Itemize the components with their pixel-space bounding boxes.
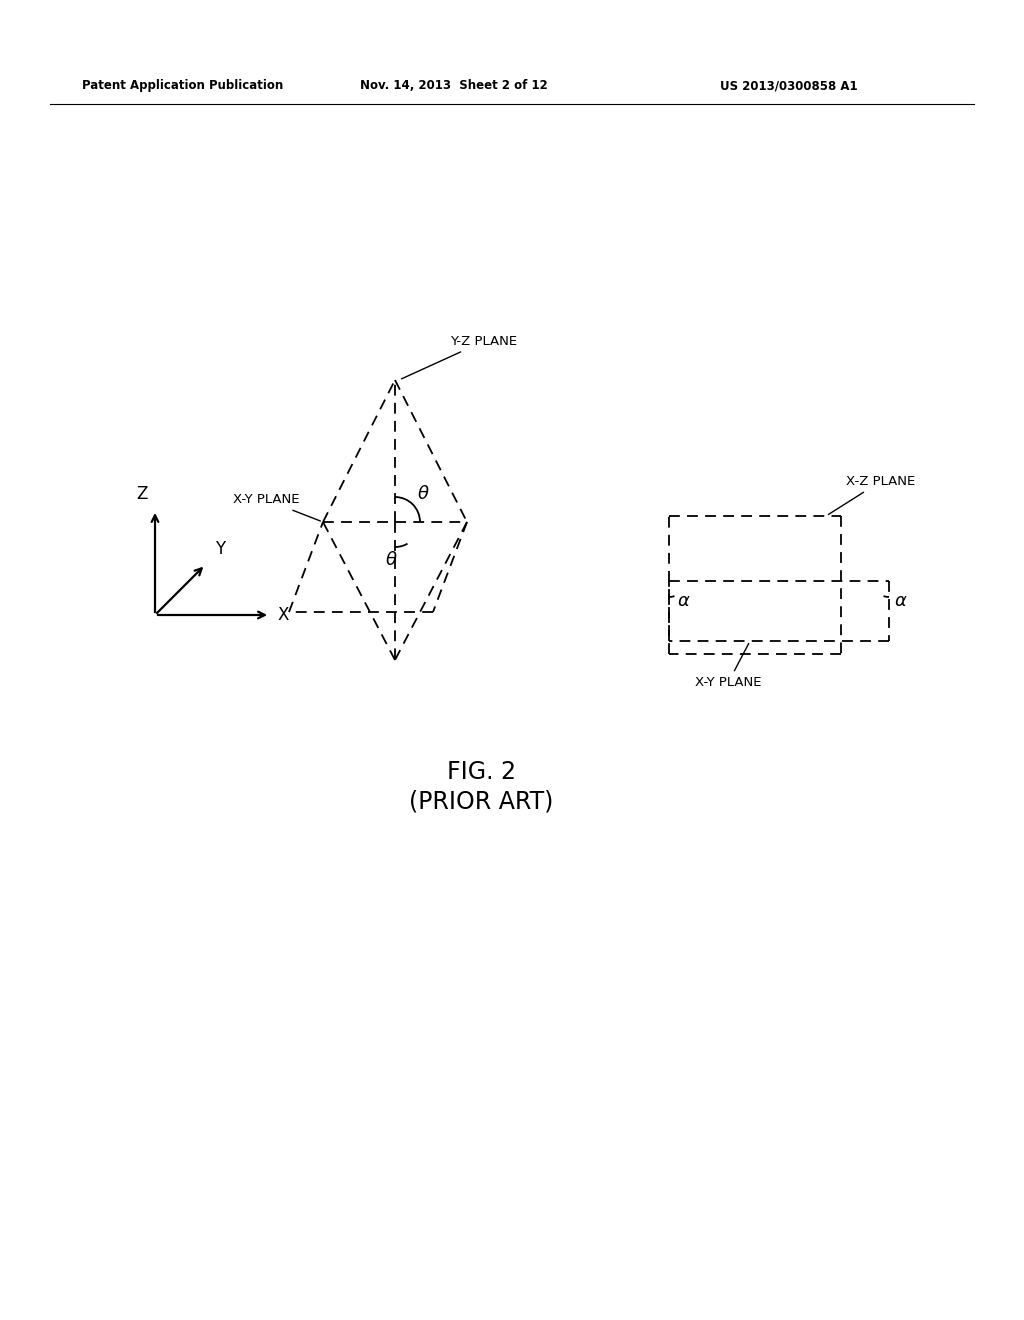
Text: Y-Z PLANE: Y-Z PLANE — [401, 335, 517, 379]
Text: X-Y PLANE: X-Y PLANE — [233, 494, 321, 521]
Text: X-Y PLANE: X-Y PLANE — [695, 643, 762, 689]
Text: X: X — [278, 606, 289, 624]
Text: $\alpha$: $\alpha$ — [894, 591, 907, 610]
Text: Patent Application Publication: Patent Application Publication — [82, 79, 284, 92]
Text: Nov. 14, 2013  Sheet 2 of 12: Nov. 14, 2013 Sheet 2 of 12 — [360, 79, 548, 92]
Text: $\theta$: $\theta$ — [385, 550, 397, 569]
Text: (PRIOR ART): (PRIOR ART) — [410, 789, 553, 813]
Text: $\alpha$: $\alpha$ — [677, 591, 690, 610]
Text: US 2013/0300858 A1: US 2013/0300858 A1 — [720, 79, 858, 92]
Text: FIG. 2: FIG. 2 — [446, 760, 516, 784]
Text: X-Z PLANE: X-Z PLANE — [828, 475, 915, 515]
Text: Z: Z — [136, 484, 147, 503]
Text: Y: Y — [215, 540, 225, 557]
Text: $\theta$: $\theta$ — [417, 484, 430, 503]
